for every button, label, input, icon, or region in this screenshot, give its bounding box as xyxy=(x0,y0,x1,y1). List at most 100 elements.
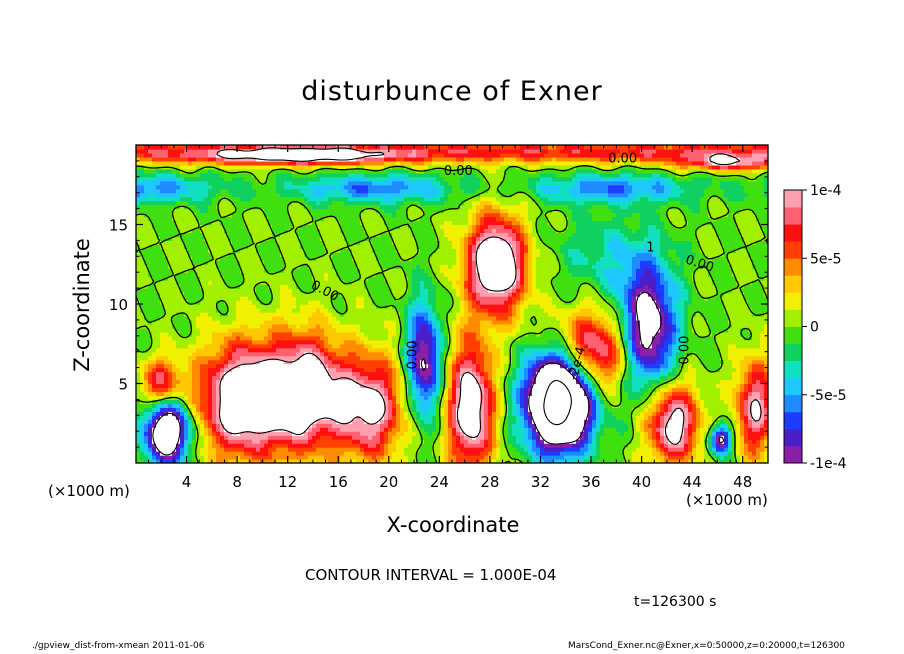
heatmap-cell xyxy=(136,427,141,432)
heatmap-cell xyxy=(216,359,221,365)
heatmap-cell xyxy=(268,188,273,194)
heatmap-cell xyxy=(380,244,385,249)
heatmap-cell xyxy=(280,256,285,261)
heatmap-cell xyxy=(180,256,185,261)
heatmap-cell xyxy=(188,375,193,381)
heatmap-cell xyxy=(168,228,173,234)
heatmap-cell xyxy=(340,315,345,321)
heatmap-cell xyxy=(232,435,237,440)
heatmap-cell xyxy=(136,403,141,408)
heatmap-cell xyxy=(188,343,193,349)
heatmap-cell xyxy=(316,304,321,309)
heatmap-cell xyxy=(360,415,365,420)
heatmap-cell xyxy=(248,407,253,412)
heatmap-cell xyxy=(296,148,301,154)
heatmap-cell xyxy=(380,331,385,337)
heatmap-cell xyxy=(348,244,353,249)
heatmap-cell xyxy=(188,439,193,444)
heatmap-cell xyxy=(296,415,301,420)
heatmap-cell xyxy=(216,304,221,309)
heatmap-cell xyxy=(152,176,157,182)
heatmap-cell xyxy=(216,272,221,277)
heatmap-cell xyxy=(248,387,253,393)
heatmap-cell xyxy=(364,288,369,293)
heatmap-cell xyxy=(376,184,381,190)
heatmap-cell xyxy=(244,268,249,273)
heatmap-cell xyxy=(176,415,181,420)
heatmap-cell xyxy=(232,331,237,337)
heatmap-cell xyxy=(280,156,285,162)
heatmap-cell xyxy=(332,379,337,385)
heatmap-cell xyxy=(144,431,149,436)
heatmap-cell xyxy=(160,292,165,297)
heatmap-cell xyxy=(352,399,357,404)
heatmap-cell xyxy=(208,145,213,150)
heatmap-cell xyxy=(284,391,289,397)
heatmap-cell xyxy=(284,256,289,261)
heatmap-cell xyxy=(144,411,149,416)
heatmap-cell xyxy=(352,284,357,289)
heatmap-cell xyxy=(312,200,317,206)
heatmap-cell xyxy=(336,399,341,404)
heatmap-cell xyxy=(332,276,337,281)
heatmap-cell xyxy=(368,152,373,158)
heatmap-cell xyxy=(244,447,249,452)
heatmap-cell xyxy=(176,423,181,428)
heatmap-cell xyxy=(260,339,265,345)
heatmap-cell xyxy=(372,196,377,202)
heatmap-cell xyxy=(268,351,273,357)
heatmap-cell xyxy=(284,212,289,218)
heatmap-cell xyxy=(320,196,325,202)
heatmap-cell xyxy=(148,315,153,321)
heatmap-cell xyxy=(248,184,253,190)
heatmap-cell xyxy=(148,296,153,301)
heatmap-cell xyxy=(176,431,181,436)
heatmap-cell xyxy=(280,327,285,333)
heatmap-cell xyxy=(252,403,257,408)
heatmap-cell xyxy=(328,395,333,400)
heatmap-cell xyxy=(196,192,201,198)
heatmap-cell xyxy=(200,363,205,369)
heatmap-cell xyxy=(292,148,297,154)
heatmap-cell xyxy=(296,343,301,349)
heatmap-cell xyxy=(168,252,173,257)
heatmap-cell xyxy=(348,264,353,269)
heatmap-cell xyxy=(224,244,229,249)
heatmap-cell xyxy=(184,339,189,345)
heatmap-cell xyxy=(152,367,157,373)
heatmap-cell xyxy=(380,347,385,353)
heatmap-cell xyxy=(248,319,253,325)
heatmap-cell xyxy=(284,451,289,456)
heatmap-cell xyxy=(208,188,213,194)
heatmap-cell xyxy=(144,244,149,249)
heatmap-cell xyxy=(212,355,217,361)
heatmap-cell xyxy=(316,184,321,190)
heatmap-cell xyxy=(356,383,361,389)
heatmap-cell xyxy=(276,280,281,285)
heatmap-cell xyxy=(344,311,349,317)
heatmap-cell xyxy=(200,331,205,337)
heatmap-cell xyxy=(160,304,165,309)
heatmap-cell xyxy=(348,347,353,353)
heatmap-cell xyxy=(180,451,185,456)
heatmap-cell xyxy=(336,296,341,301)
heatmap-cell xyxy=(300,343,305,349)
heatmap-cell xyxy=(180,359,185,365)
heatmap-cell xyxy=(272,208,277,214)
heatmap-cell xyxy=(236,196,241,202)
heatmap-cell xyxy=(256,176,261,182)
heatmap-cell xyxy=(344,180,349,186)
heatmap-cell xyxy=(336,252,341,257)
heatmap-cell xyxy=(220,395,225,400)
heatmap-cell xyxy=(260,439,265,444)
heatmap-cell xyxy=(240,176,245,182)
heatmap-cell xyxy=(296,443,301,448)
heatmap-cell xyxy=(328,423,333,428)
heatmap-cell xyxy=(156,431,161,436)
heatmap-cell xyxy=(204,252,209,257)
heatmap-cell xyxy=(352,435,357,440)
heatmap-cell xyxy=(316,180,321,186)
heatmap-cell xyxy=(136,196,141,202)
heatmap-cell xyxy=(304,224,309,230)
heatmap-cell xyxy=(276,240,281,245)
